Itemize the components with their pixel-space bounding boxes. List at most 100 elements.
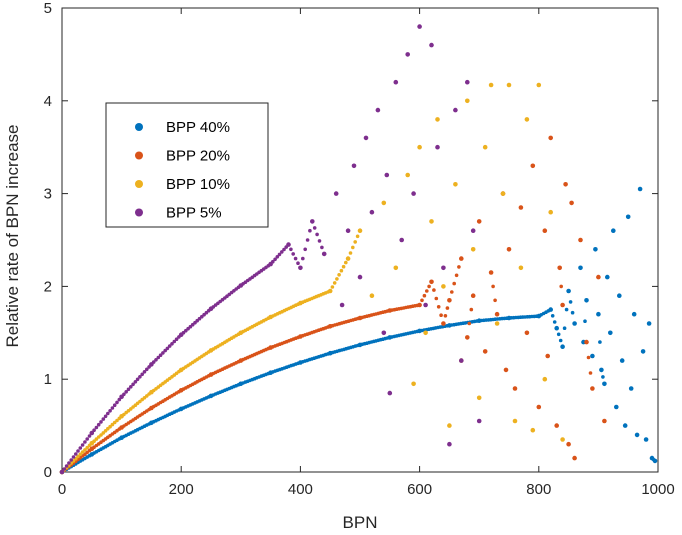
data-point bbox=[355, 316, 360, 321]
data-point bbox=[273, 257, 277, 262]
data-point bbox=[640, 349, 646, 354]
data-point bbox=[87, 453, 92, 458]
data-point bbox=[628, 386, 634, 391]
data-point bbox=[599, 367, 604, 373]
data-point bbox=[432, 288, 436, 292]
data-point bbox=[524, 330, 530, 336]
data-point bbox=[560, 437, 565, 442]
data-point bbox=[453, 182, 458, 187]
data-point bbox=[142, 370, 147, 374]
data-point bbox=[381, 200, 387, 206]
data-point bbox=[399, 237, 405, 243]
data-point bbox=[96, 422, 101, 427]
data-point bbox=[387, 390, 393, 396]
data-point bbox=[503, 367, 509, 373]
y-tick-label: 2 bbox=[44, 278, 52, 295]
data-point bbox=[131, 382, 135, 387]
data-point bbox=[546, 309, 551, 313]
data-point bbox=[320, 245, 324, 250]
data-point bbox=[493, 298, 497, 303]
data-point bbox=[71, 455, 76, 459]
data-point bbox=[572, 455, 577, 461]
data-point bbox=[154, 358, 158, 362]
data-point bbox=[556, 332, 561, 337]
data-point bbox=[76, 449, 80, 453]
data-point bbox=[536, 82, 542, 88]
data-point bbox=[67, 461, 71, 465]
data-point bbox=[583, 319, 587, 324]
data-point bbox=[482, 349, 488, 354]
data-point bbox=[441, 321, 446, 326]
data-point bbox=[381, 330, 387, 336]
data-point bbox=[447, 423, 452, 428]
data-point bbox=[608, 330, 613, 336]
data-point bbox=[385, 309, 390, 313]
data-point bbox=[637, 186, 643, 192]
data-point bbox=[277, 252, 282, 257]
y-tick-label: 1 bbox=[44, 371, 52, 388]
data-point bbox=[129, 385, 133, 389]
data-point bbox=[375, 107, 381, 113]
data-point bbox=[429, 279, 434, 285]
legend-marker bbox=[135, 180, 143, 188]
series-bpp-5- bbox=[59, 24, 482, 475]
data-point bbox=[85, 445, 89, 450]
data-point bbox=[405, 172, 411, 178]
data-point bbox=[59, 469, 65, 475]
data-point bbox=[167, 344, 172, 348]
data-point bbox=[494, 321, 500, 326]
data-point bbox=[536, 404, 542, 410]
data-point bbox=[99, 433, 103, 437]
data-point bbox=[305, 238, 310, 242]
data-point bbox=[441, 284, 446, 289]
data-point bbox=[422, 293, 427, 298]
data-point bbox=[296, 302, 300, 307]
data-point bbox=[206, 350, 211, 354]
data-point bbox=[110, 406, 115, 410]
data-point bbox=[363, 135, 369, 141]
data-point bbox=[145, 367, 149, 372]
data-point bbox=[83, 448, 87, 452]
data-point bbox=[459, 256, 464, 261]
data-point bbox=[476, 219, 482, 224]
data-point bbox=[303, 247, 308, 252]
data-point bbox=[548, 135, 553, 141]
data-point bbox=[435, 144, 440, 150]
data-point bbox=[584, 298, 589, 303]
data-point bbox=[427, 284, 431, 289]
data-point bbox=[236, 359, 241, 364]
y-tick-label: 0 bbox=[44, 464, 52, 481]
data-point bbox=[103, 414, 108, 419]
data-point bbox=[602, 418, 607, 424]
data-point bbox=[570, 310, 575, 315]
data-point bbox=[384, 172, 390, 178]
data-point bbox=[512, 418, 518, 424]
data-point bbox=[326, 290, 330, 294]
data-point bbox=[280, 250, 284, 254]
data-point bbox=[117, 427, 122, 431]
x-tick-label: 1000 bbox=[641, 481, 674, 498]
data-point bbox=[563, 182, 568, 187]
data-point bbox=[452, 281, 457, 286]
data-point bbox=[559, 284, 563, 289]
data-point bbox=[355, 343, 360, 348]
data-point bbox=[115, 418, 119, 423]
data-point bbox=[562, 326, 567, 331]
data-point bbox=[441, 265, 446, 271]
data-point bbox=[470, 228, 476, 233]
data-point bbox=[108, 409, 112, 413]
data-point bbox=[429, 219, 434, 224]
data-point bbox=[454, 273, 459, 278]
data-point bbox=[631, 311, 637, 317]
data-point bbox=[351, 163, 357, 169]
data-point bbox=[170, 342, 174, 346]
data-point bbox=[140, 372, 144, 377]
data-point bbox=[315, 232, 319, 237]
data-point bbox=[117, 397, 122, 402]
data-point bbox=[566, 441, 571, 447]
data-point bbox=[548, 209, 553, 215]
data-point bbox=[344, 260, 348, 265]
data-point bbox=[429, 42, 434, 48]
data-point bbox=[348, 251, 353, 255]
data-point bbox=[341, 264, 346, 269]
